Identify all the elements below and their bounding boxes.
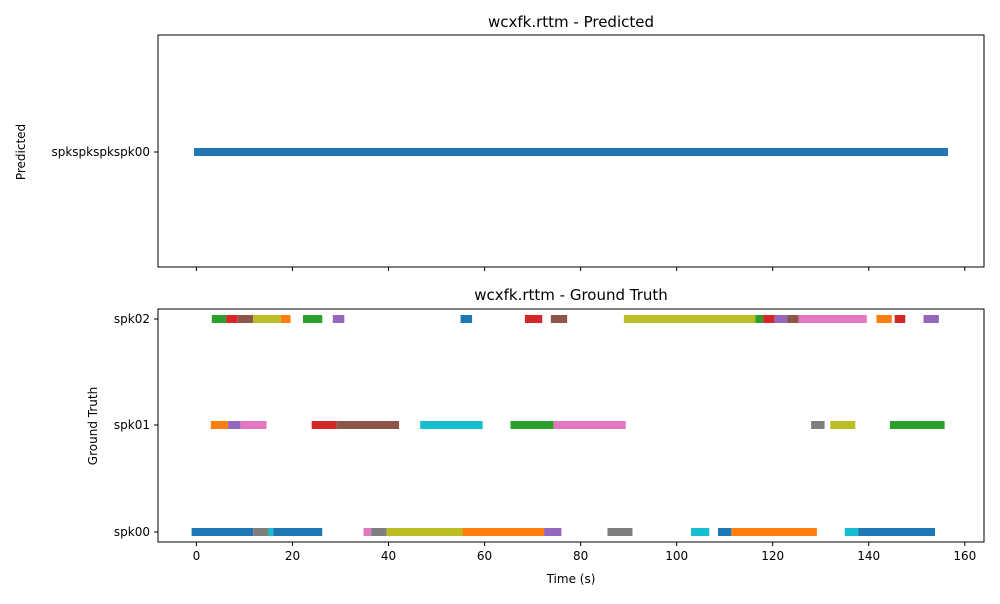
segment-bar-spk02: [332, 315, 345, 323]
segment-bar-spk02: [226, 315, 238, 323]
segment-bar-spk01: [830, 421, 856, 429]
segment-bar-spk01: [336, 421, 400, 429]
x-tick-label: 140: [857, 549, 880, 563]
segment-bar-spk00: [191, 528, 254, 536]
segment-bar-spk02: [550, 315, 568, 323]
predicted-ylabel: Predicted: [14, 124, 28, 180]
segment-bar-spk01: [553, 421, 626, 429]
segment-bar-spk00: [691, 528, 710, 536]
segment-bar-spk01: [210, 421, 229, 429]
ground-truth-panel: wcxfk.rttm - Ground Truth Ground Truth T…: [86, 286, 985, 586]
segment-bar-spk00: [363, 528, 372, 536]
segment-bar-spk02: [211, 315, 227, 323]
segment-bar-spk00: [371, 528, 387, 536]
segment-bar-spk02: [460, 315, 473, 323]
segment-bar-spk02: [623, 315, 756, 323]
segment-bar-spk02: [303, 315, 323, 323]
segment-bar-spk00: [858, 528, 936, 536]
segment-bar-spk02: [280, 315, 291, 323]
x-tick-label: 40: [381, 549, 396, 563]
segment-bar-spk01: [889, 421, 945, 429]
segment-bar-spk01: [311, 421, 337, 429]
segment-bar-spk00: [253, 528, 269, 536]
x-tick-label: 0: [193, 549, 201, 563]
y-tick-label: spk01: [114, 418, 150, 432]
predicted-panel: wcxfk.rttm - Predicted Predicted spkspks…: [14, 13, 985, 271]
segment-bar-spk01: [240, 421, 267, 429]
segment-bar-spk01: [811, 421, 825, 429]
segment-bar-spk02: [763, 315, 775, 323]
ground-truth-ylabel: Ground Truth: [86, 387, 100, 465]
segment-bar-spk00: [607, 528, 633, 536]
segment-bar-spk02: [774, 315, 788, 323]
predicted-axes-frame: [157, 34, 985, 268]
x-tick-label: 160: [953, 549, 976, 563]
segment-bar-spk00: [462, 528, 545, 536]
segment-bar-spkspkspkspk00: [194, 148, 948, 156]
segment-bar-spk02: [876, 315, 892, 323]
x-tick-label: 20: [285, 549, 300, 563]
segment-bar-spk02: [894, 315, 906, 323]
segment-bar-spk00: [844, 528, 859, 536]
segment-bar-spk00: [731, 528, 817, 536]
x-tick-label: 120: [761, 549, 784, 563]
segment-bar-spk00: [386, 528, 463, 536]
ground-truth-title: wcxfk.rttm - Ground Truth: [474, 286, 668, 304]
segment-bar-spk02: [524, 315, 543, 323]
x-tick-label: 80: [573, 549, 588, 563]
segment-bar-spk01: [420, 421, 483, 429]
segment-bar-spk02: [253, 315, 281, 323]
segment-bar-spk02: [798, 315, 867, 323]
segment-bar-spk01: [510, 421, 554, 429]
segment-bar-spk02: [237, 315, 254, 323]
y-tick-label: spk02: [114, 312, 150, 326]
y-tick-label: spk00: [114, 525, 150, 539]
x-tick-label: 100: [665, 549, 688, 563]
x-tick-label: 60: [477, 549, 492, 563]
segment-bar-spk00: [544, 528, 562, 536]
segment-bar-spk01: [228, 421, 241, 429]
x-axis-label: Time (s): [546, 572, 596, 586]
y-tick-label: spkspkspkspk00: [51, 145, 150, 159]
segment-bar-spk02: [923, 315, 939, 323]
segment-bar-spk00: [268, 528, 274, 536]
segment-bar-spk02: [787, 315, 799, 323]
segment-bar-spk00: [717, 528, 732, 536]
segment-bar-spk00: [273, 528, 323, 536]
segment-bar-spk02: [755, 315, 764, 323]
predicted-title: wcxfk.rttm - Predicted: [488, 13, 654, 31]
